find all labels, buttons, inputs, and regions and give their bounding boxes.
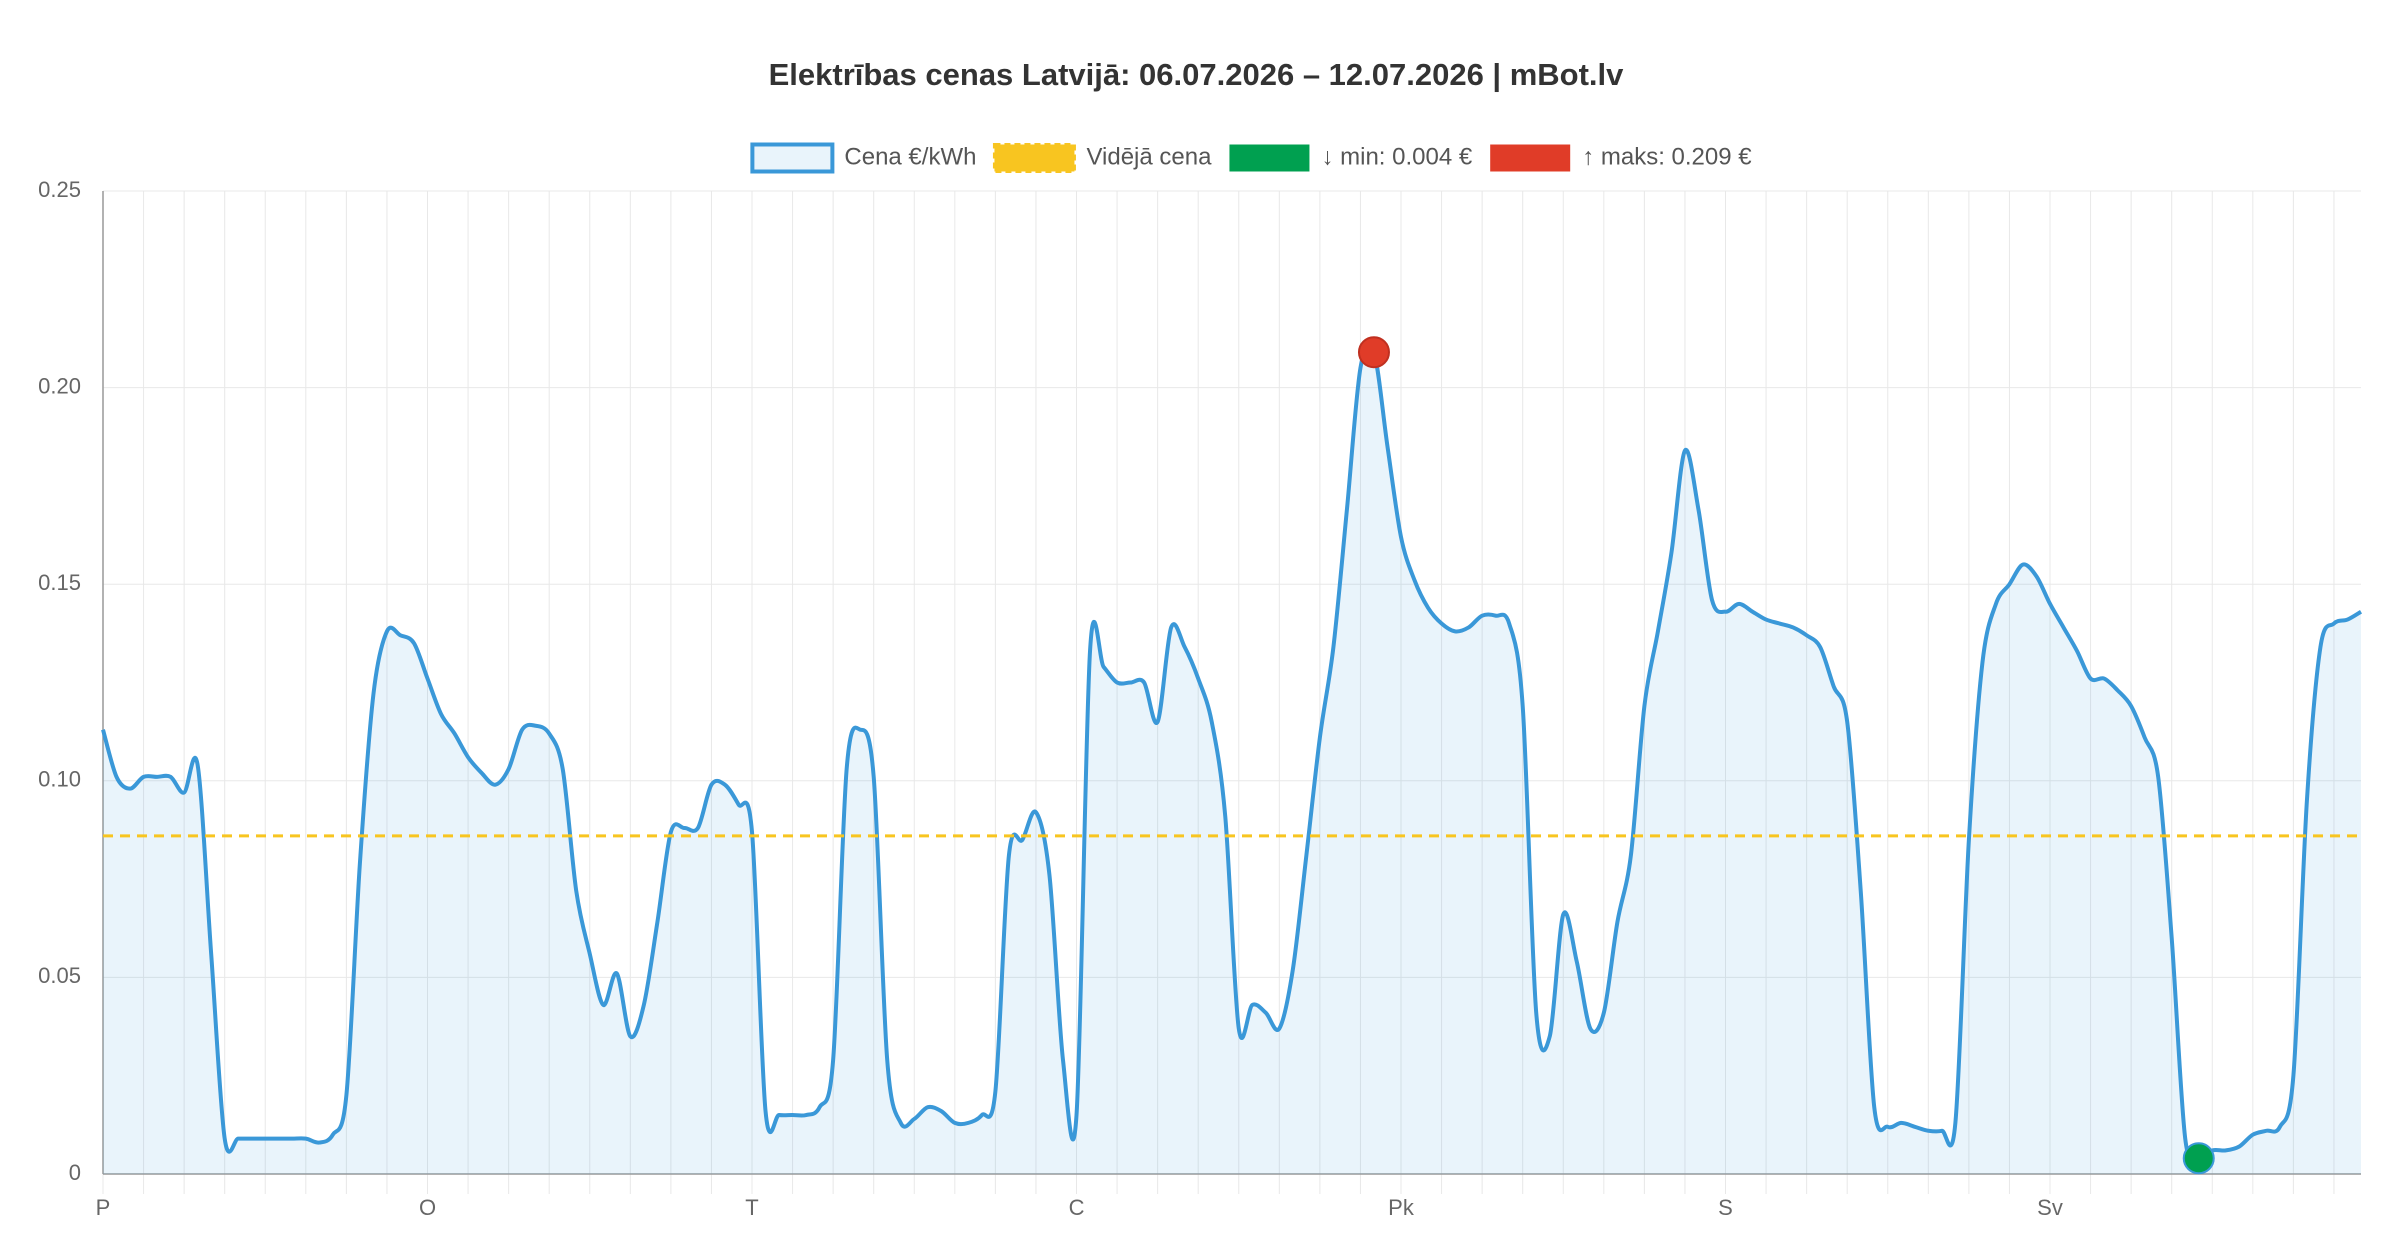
legend-label: Vidējā cena [1086, 143, 1212, 170]
x-tick-label: C [1069, 1195, 1085, 1220]
legend-swatch [1229, 144, 1310, 172]
legend-label: Cena €/kWh [844, 143, 976, 170]
x-tick-label: P [96, 1195, 111, 1220]
y-tick-label: 0.15 [38, 570, 81, 595]
x-tick-label: Pk [1388, 1195, 1415, 1220]
y-tick-label: 0.25 [38, 177, 81, 202]
y-tick-label: 0.20 [38, 373, 81, 398]
legend-swatch [750, 142, 835, 174]
legend: Cena €/kWh Vidējā cena ↓ min: 0.004 € ↑ mak… [750, 142, 1752, 174]
legend-swatch [1490, 144, 1571, 172]
x-tick-label: O [419, 1195, 436, 1220]
legend-label: ↑ maks: 0.209 € [1582, 143, 1752, 170]
y-tick-label: 0.10 [38, 767, 81, 792]
chart-title: Elektrības cenas Latvijā: 06.07.2026 – 1… [769, 57, 1625, 92]
area [103, 345, 2361, 1174]
max-marker [1357, 336, 1390, 369]
min-marker [2182, 1142, 2215, 1175]
legend-label: ↓ min: 0.004 € [1321, 143, 1472, 170]
line [101, 343, 2363, 1163]
x-tick-label: S [1718, 1195, 1733, 1220]
x-tick-label: T [745, 1195, 758, 1220]
x-tick-label: Sv [2037, 1195, 2063, 1220]
legend-swatch [992, 143, 1076, 173]
y-tick-label: 0.05 [38, 963, 81, 988]
y-tick-label: 0 [69, 1160, 81, 1185]
